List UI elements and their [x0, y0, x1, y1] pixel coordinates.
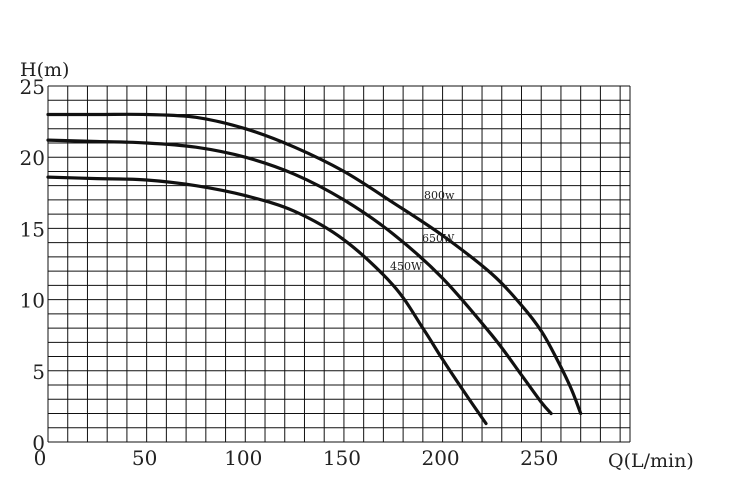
y-axis-title: H(m)	[20, 59, 69, 81]
x-tick-label: 250	[520, 446, 558, 470]
x-tick-label: 200	[421, 446, 459, 470]
series-450w-line	[46, 175, 488, 426]
series-label-450w: 450W	[390, 260, 423, 273]
series-650w-line	[46, 138, 553, 416]
x-tick-label: 0	[34, 446, 47, 470]
series-labels: 800w 650W 450W	[390, 189, 455, 273]
y-tick-label: 25	[20, 75, 45, 99]
x-tick-label: 100	[224, 446, 262, 470]
y-tick-label: 20	[20, 146, 45, 170]
x-tick-label: 150	[323, 446, 361, 470]
y-tick-label: 5	[32, 360, 45, 384]
y-tick-label: 10	[20, 289, 45, 313]
x-axis-title: Q(L/min)	[608, 450, 694, 472]
y-tick-label: 15	[20, 217, 45, 241]
y-tick-label: 0	[32, 431, 45, 455]
curves	[46, 112, 583, 426]
grid	[47, 85, 631, 443]
series-label-650w: 650W	[422, 232, 455, 245]
series-label-800w: 800w	[424, 189, 455, 202]
series-800w-line	[46, 112, 583, 416]
x-tick-label: 50	[132, 446, 157, 470]
